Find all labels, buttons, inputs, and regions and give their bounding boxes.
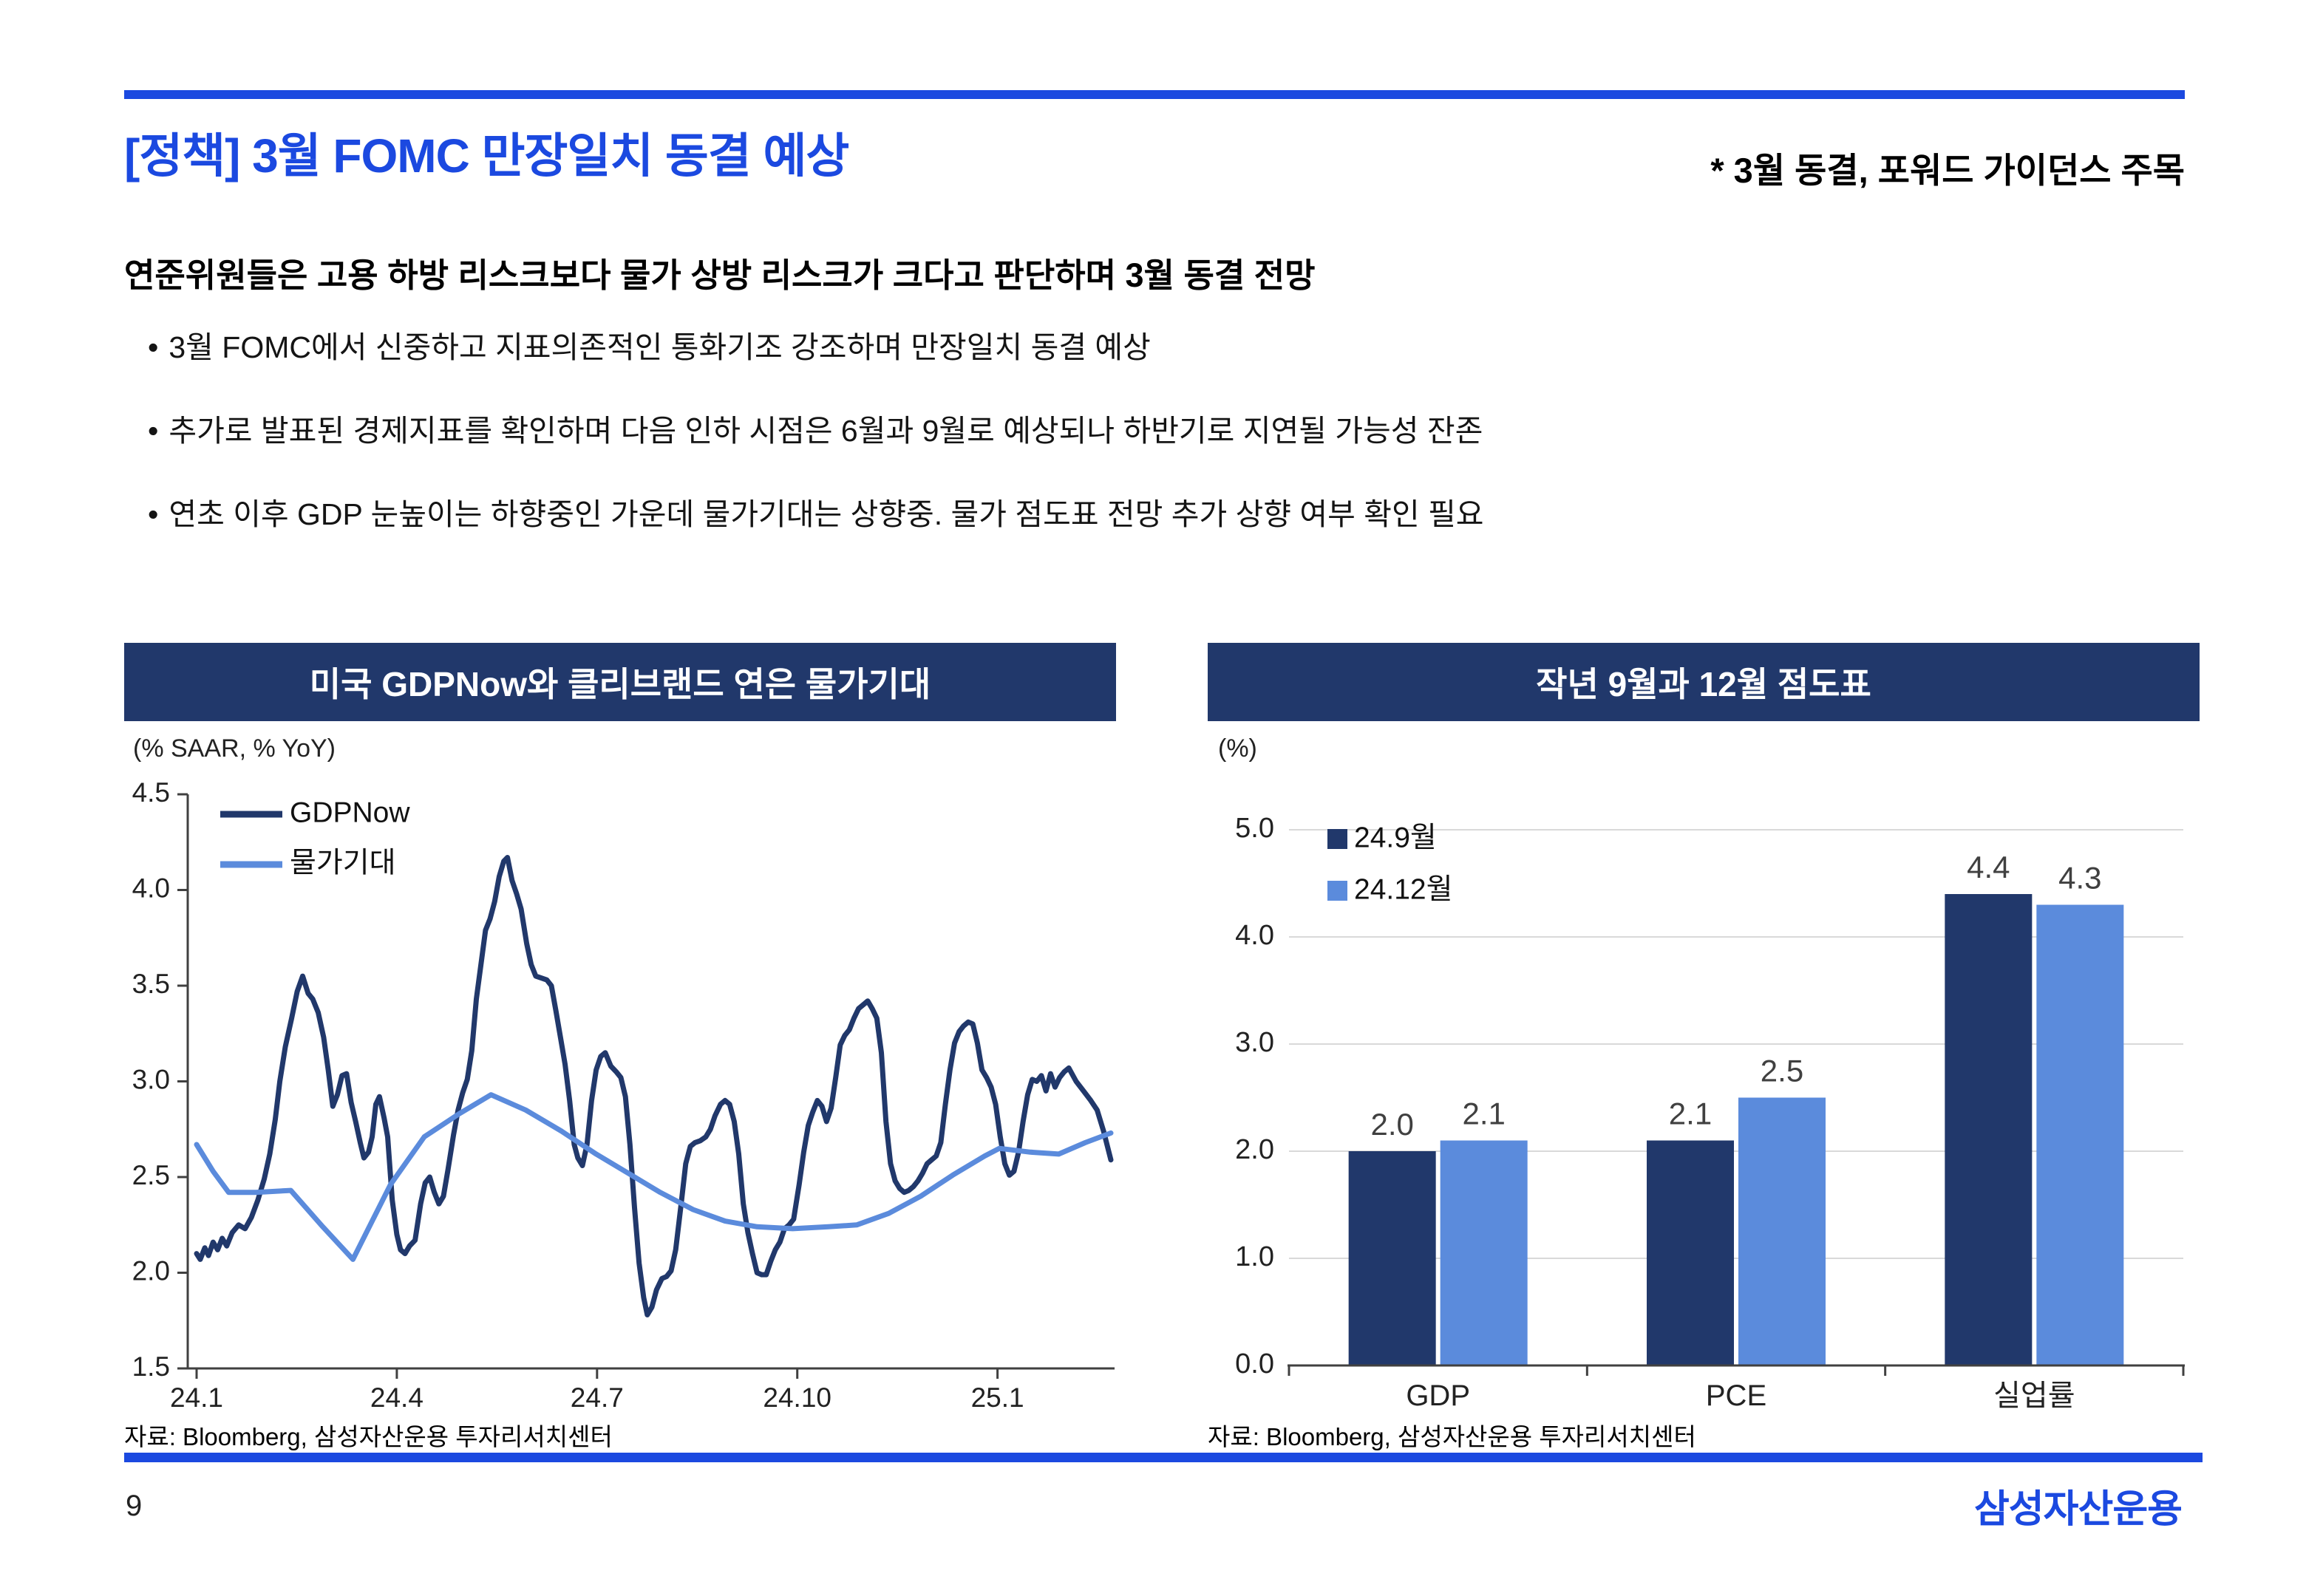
bullet-item: • 3월 FOMC에서 신중하고 지표의존적인 통화기조 강조하며 만장일치 동결… xyxy=(148,322,1484,366)
bullet-text: 연초 이후 GDP 눈높이는 하향중인 가운데 물가기대는 상향중. 물가 점도… xyxy=(169,497,1484,531)
summary-heading: 연준위원들은 고용 하방 리스크보다 물가 상방 리스크가 크다고 판단하며 3… xyxy=(124,256,1316,294)
right-chart-title: 작년 9월과 12월 점도표 xyxy=(1208,643,2200,721)
legend-swatch xyxy=(1327,881,1347,901)
bar-value-label: 2.5 xyxy=(1761,1054,1803,1088)
category-label: PCE xyxy=(1706,1380,1766,1412)
page-subtitle: * 3월 동결, 포워드 가이던스 주목 xyxy=(1710,151,2185,190)
x-axis-tick-label: 24.4 xyxy=(370,1382,424,1413)
y-axis-tick-label: 1.0 xyxy=(1235,1241,1274,1272)
category-label: 실업률 xyxy=(1993,1380,2075,1412)
legend-label: 24.12월 xyxy=(1354,873,1452,905)
bar-value-label: 4.3 xyxy=(2058,861,2101,896)
y-axis-tick-label: 4.0 xyxy=(132,873,170,903)
y-axis-tick-label: 4.0 xyxy=(1235,920,1274,951)
bullet-dot: • xyxy=(148,414,159,448)
company-logo: 삼성자산운용 xyxy=(1973,1488,2183,1531)
right-chart-source: 자료: Bloomberg, 삼성자산운용 투자리서치센터 xyxy=(1208,1423,1696,1450)
y-axis-tick-label: 2.5 xyxy=(132,1160,170,1190)
category-label: GDP xyxy=(1406,1380,1470,1412)
right-chart-box: 작년 9월과 12월 점도표 xyxy=(1208,643,2200,721)
y-axis-tick-label: 1.5 xyxy=(132,1351,170,1382)
right-chart-unit-label: (%) xyxy=(1218,734,1257,763)
summary-bullets: • 3월 FOMC에서 신중하고 지표의존적인 통화기조 강조하며 만장일치 동결… xyxy=(148,322,1484,573)
legend-label: 물가기대 xyxy=(290,847,396,879)
left-chart-box: 미국 GDPNow와 클리브랜드 연은 물가기대 xyxy=(124,643,1116,721)
page-title: [정책] 3월 FOMC 만장일치 동결 예상 xyxy=(124,129,849,183)
bar-24.12월-실업률 xyxy=(2036,904,2124,1365)
bar-value-label: 2.1 xyxy=(1462,1097,1505,1131)
bottom-rule xyxy=(124,1453,2203,1462)
y-axis-tick-label: 0.0 xyxy=(1235,1348,1274,1380)
dot-plot-bar-chart: 5.0 4.0 3.0 2.0 1.0 0.0 2.0 2.1 GDP 2.1 2.5 PCE 4.4 4… xyxy=(1235,813,2185,1412)
x-axis-tick-label: 24.1 xyxy=(170,1382,223,1413)
bullet-text: 3월 FOMC에서 신중하고 지표의존적인 통화기조 강조하며 만장일치 동결 … xyxy=(169,330,1151,364)
page-number: 9 xyxy=(126,1490,143,1522)
bar-24.9월-실업률 xyxy=(1945,894,2033,1365)
y-axis-tick-label: 3.0 xyxy=(1235,1027,1274,1058)
y-axis-tick-label: 3.5 xyxy=(132,969,170,999)
series-line-gdpnow xyxy=(194,855,1114,1317)
x-axis-tick-label: 24.7 xyxy=(571,1382,624,1413)
legend-swatch xyxy=(1327,829,1347,849)
gdpnow-inflation-line-chart: 4.5 4.0 3.5 3.0 2.5 2.0 1.524.1 24.4 24.7 24.10 25… xyxy=(132,777,1115,1413)
bar-value-label: 4.4 xyxy=(1967,850,2010,884)
x-axis-tick-label: 24.10 xyxy=(763,1382,831,1413)
bar-24.12월-PCE xyxy=(1738,1097,1826,1365)
series-line-inflation xyxy=(194,1092,1114,1262)
bullet-text: 추가로 발표된 경제지표를 확인하며 다음 인하 시점은 6월과 9월로 예상되… xyxy=(169,414,1483,448)
legend-label: GDPNow xyxy=(290,797,410,828)
x-axis-tick-label: 25.1 xyxy=(971,1382,1024,1413)
bullet-dot: • xyxy=(148,330,159,364)
bar-24.9월-GDP xyxy=(1348,1151,1436,1365)
top-rule xyxy=(124,90,2185,99)
legend-label: 24.9월 xyxy=(1354,822,1437,853)
left-chart-title: 미국 GDPNow와 클리브랜드 연은 물가기대 xyxy=(124,643,1116,721)
left-chart-unit-label: (% SAAR, % YoY) xyxy=(133,734,336,763)
y-axis-tick-label: 3.0 xyxy=(132,1064,170,1094)
bullet-item: • 연초 이후 GDP 눈높이는 하향중인 가운데 물가기대는 상향중. 물가 점… xyxy=(148,489,1484,533)
bullet-item: • 추가로 발표된 경제지표를 확인하며 다음 인하 시점은 6월과 9월로 예상… xyxy=(148,406,1484,450)
bullet-dot: • xyxy=(148,497,159,531)
bar-value-label: 2.0 xyxy=(1370,1107,1413,1142)
bar-value-label: 2.1 xyxy=(1669,1097,1712,1131)
y-axis-tick-label: 5.0 xyxy=(1235,813,1274,844)
left-chart-source: 자료: Bloomberg, 삼성자산운용 투자리서치센터 xyxy=(124,1423,613,1450)
y-axis-tick-label: 2.0 xyxy=(1235,1134,1274,1165)
y-axis-tick-label: 4.5 xyxy=(132,777,170,808)
y-axis-tick-label: 2.0 xyxy=(132,1255,170,1286)
bar-24.9월-PCE xyxy=(1647,1140,1734,1365)
bar-24.12월-GDP xyxy=(1440,1140,1528,1365)
